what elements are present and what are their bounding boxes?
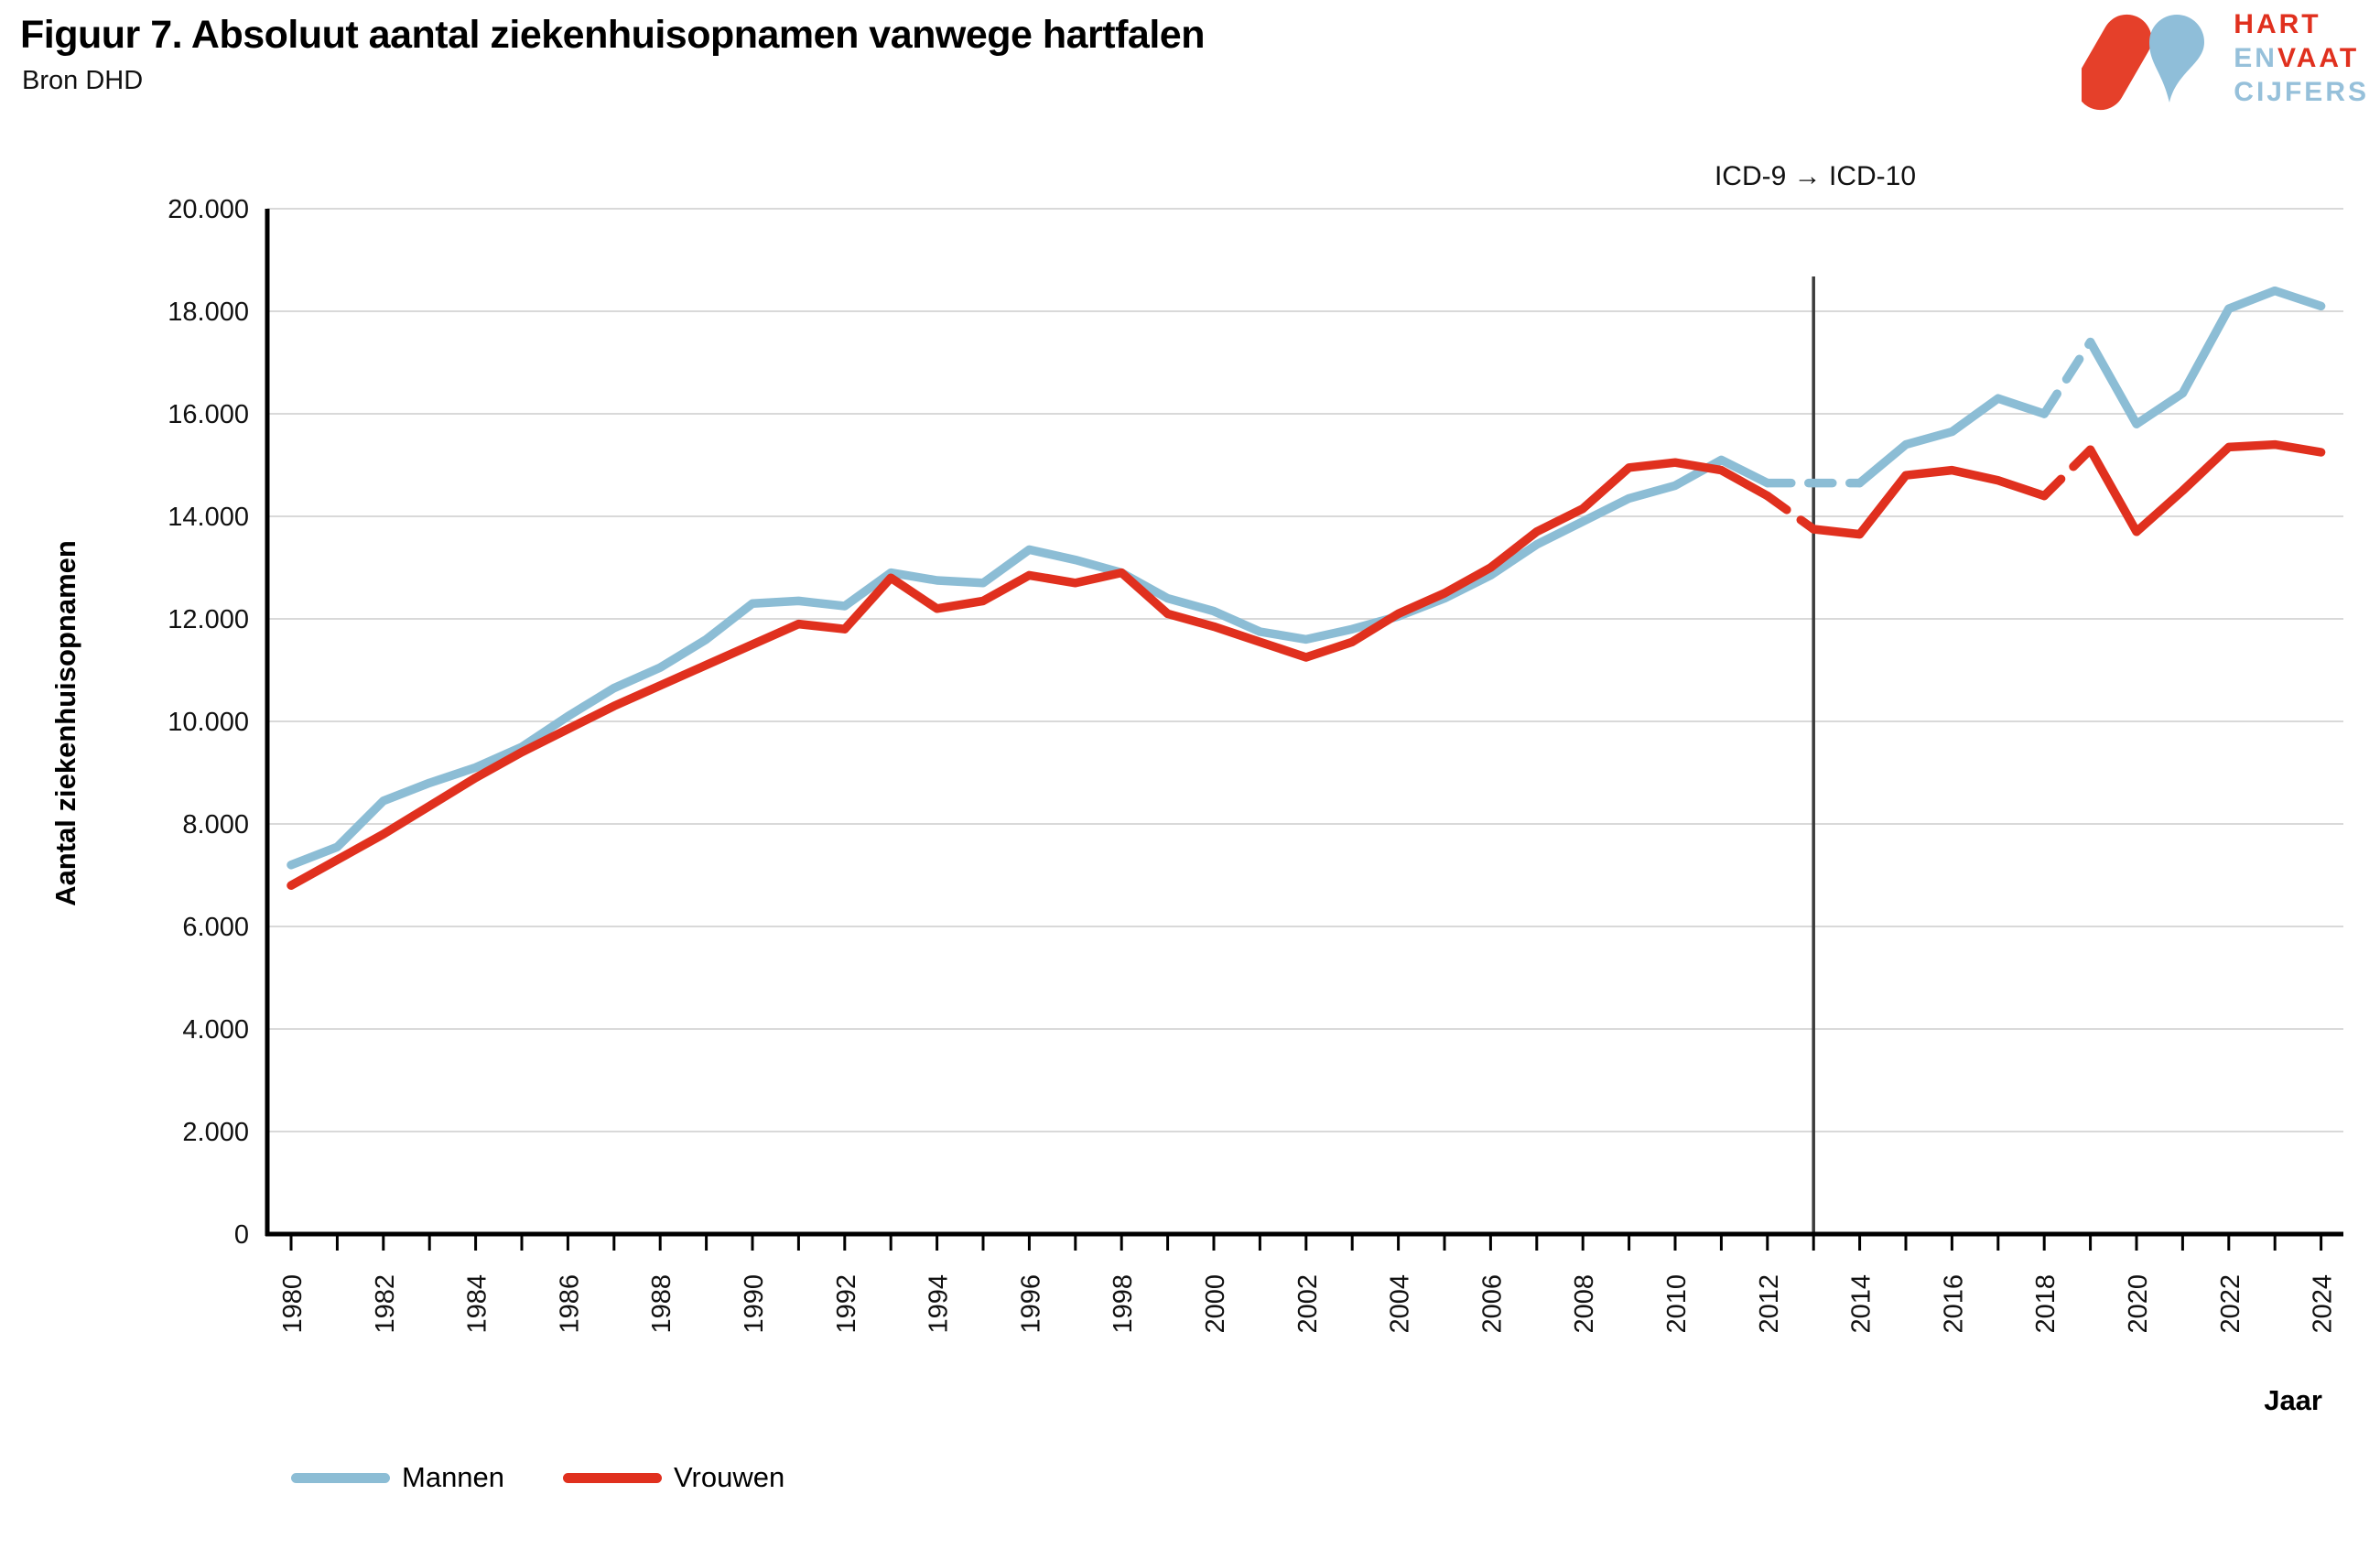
legend: Mannen Vrouwen	[291, 1461, 784, 1494]
x-tick-label: 1994	[925, 1274, 954, 1334]
figure-source: Bron DHD	[22, 66, 144, 95]
hartenvaatcijfers-logo: HART ENVAAT CIJFERS	[2082, 7, 2369, 117]
y-tick-label: 8.000	[182, 810, 249, 839]
x-tick-label: 2012	[1755, 1274, 1784, 1334]
y-tick-label: 16.000	[168, 400, 249, 429]
logo-red-stroke	[2082, 14, 2152, 111]
y-tick-label: 4.000	[182, 1015, 249, 1045]
series-line-vrouwen-dashed	[2039, 445, 2095, 501]
legend-label-vrouwen: Vrouwen	[674, 1461, 785, 1493]
x-tick-label: 1992	[832, 1274, 861, 1334]
logo-line-3: CIJFERS	[2234, 77, 2369, 107]
x-axis-title: Jaar	[2264, 1384, 2322, 1416]
x-tick-label: 1998	[1109, 1274, 1138, 1334]
series-line-vrouwen-dashed	[1763, 491, 1818, 534]
series-line-vrouwen	[2085, 439, 2326, 536]
x-tick-label: 1990	[740, 1274, 769, 1334]
x-tick-label: 1988	[647, 1274, 676, 1334]
x-tick-label: 2004	[1386, 1274, 1415, 1334]
series-line-mannen	[1855, 394, 2049, 488]
series-line-mannen-dashed	[2039, 337, 2095, 418]
series-line-vrouwen	[1809, 465, 2049, 539]
y-tick-label: 10.000	[168, 708, 249, 737]
icd-transition-annotation: ICD-9 → ICD-10	[1714, 161, 1917, 191]
figure-title: Figuur 7. Absoluut aantal ziekenhuisopna…	[20, 13, 1205, 57]
logo-heart-icon	[2082, 14, 2205, 111]
x-tick-label: 2022	[2216, 1274, 2245, 1334]
x-tick-label: 2014	[1847, 1274, 1877, 1334]
mannen-line-swatch	[291, 1472, 390, 1483]
logo-blue-drop	[2149, 15, 2205, 103]
x-tick-label: 2010	[1662, 1274, 1692, 1334]
y-tick-label: 14.000	[168, 503, 249, 532]
series-line-vrouwen	[287, 458, 1772, 890]
x-tick-label: 2006	[1477, 1274, 1507, 1334]
y-tick-label: 20.000	[168, 195, 249, 224]
legend-label-mannen: Mannen	[402, 1461, 505, 1493]
x-tick-label: 2008	[1570, 1274, 1599, 1334]
legend-item-vrouwen: Vrouwen	[563, 1461, 784, 1494]
y-tick-label: 12.000	[168, 605, 249, 634]
x-tick-label: 1996	[1016, 1274, 1045, 1334]
x-tick-label: 1980	[278, 1274, 308, 1334]
x-tick-label: 1982	[371, 1274, 400, 1334]
x-tick-label: 2000	[1201, 1274, 1230, 1334]
y-tick-label: 18.000	[168, 298, 249, 327]
x-tick-label: 1984	[463, 1274, 492, 1334]
series-line-mannen	[287, 455, 1772, 870]
vrouwen-line-swatch	[563, 1472, 663, 1483]
logo-line-1: HART	[2234, 9, 2321, 39]
series-line-mannen	[2085, 286, 2326, 428]
x-tick-label: 2018	[2031, 1274, 2061, 1334]
y-tick-label: 0	[234, 1220, 249, 1250]
x-tick-label: 2016	[1939, 1274, 1968, 1334]
legend-item-mannen: Mannen	[291, 1461, 504, 1494]
x-tick-label: 2002	[1293, 1274, 1323, 1334]
x-tick-label: 2020	[2124, 1274, 2153, 1334]
x-tick-label: 1986	[555, 1274, 584, 1334]
y-tick-label: 6.000	[182, 913, 249, 942]
x-tick-label: 2024	[2309, 1274, 2338, 1334]
y-axis-title: Aantal ziekenhuisopnamen	[49, 540, 81, 906]
logo-line-2: ENVAAT	[2234, 43, 2360, 73]
logo-wordmark: HART ENVAAT CIJFERS	[2234, 7, 2369, 109]
y-tick-label: 2.000	[182, 1118, 249, 1147]
